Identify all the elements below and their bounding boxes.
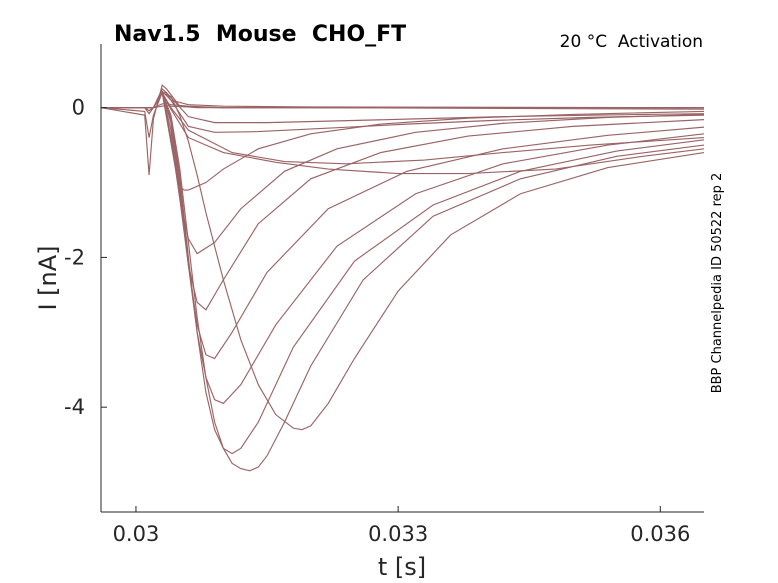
x-axis-label: t [s] — [378, 553, 426, 581]
trace-line-4 — [100, 84, 705, 176]
chart-subtitle: 20 °C Activation — [560, 32, 703, 52]
y-tick-label: -2 — [64, 245, 85, 269]
side-label: BBP Channelpedia ID 50522 rep 2 — [710, 173, 725, 394]
trace-line-16 — [101, 91, 705, 431]
chart-title: Nav1.5 Mouse CHO_FT — [114, 22, 406, 47]
y-tick-group: 0 -2 -4 — [64, 96, 107, 419]
x-tick-label: 0.03 — [113, 522, 160, 546]
y-tick-label: 0 — [72, 96, 85, 120]
trace-group — [100, 84, 705, 472]
y-tick-label: -4 — [64, 395, 85, 419]
y-axis-label: I [nA] — [34, 245, 62, 310]
trace-line-11 — [101, 91, 705, 311]
trace-line-6 — [101, 90, 705, 133]
x-tick-group: 0.03 0.033 0.036 — [113, 506, 690, 546]
trace-line-15 — [101, 91, 705, 472]
x-tick-label: 0.036 — [630, 522, 690, 546]
x-tick-label: 0.033 — [368, 522, 428, 546]
trace-line-12 — [101, 91, 705, 360]
